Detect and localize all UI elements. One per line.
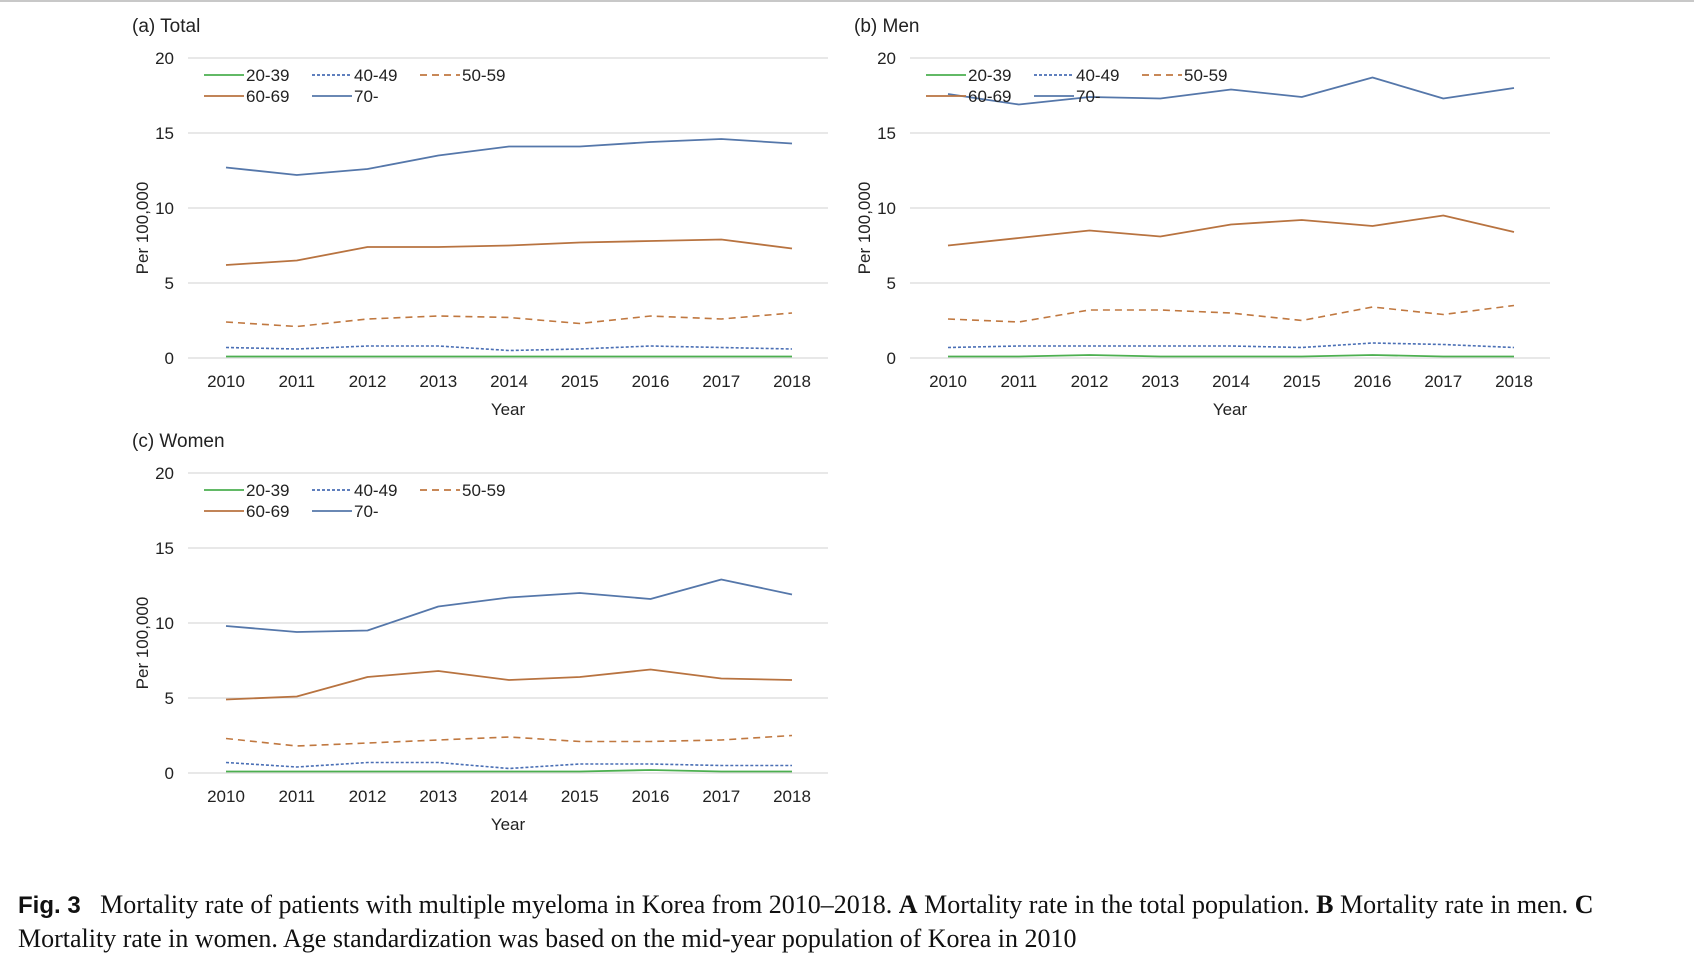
x-tick-label: 2017 xyxy=(702,372,740,391)
y-tick-label: 20 xyxy=(155,49,174,68)
x-tick-label: 2013 xyxy=(1141,372,1179,391)
x-tick-label: 2016 xyxy=(632,372,670,391)
caption-label-c: C xyxy=(1574,890,1594,919)
caption-text-4: Mortality rate in women. Age standardiza… xyxy=(18,924,1077,953)
legend-label-70-: 70- xyxy=(354,502,379,521)
y-tick-label: 10 xyxy=(877,199,896,218)
x-tick-label: 2016 xyxy=(1354,372,1392,391)
caption-label-b: B xyxy=(1316,890,1334,919)
series-line-50-59 xyxy=(947,304,1515,323)
legend-label-50-59: 50-59 xyxy=(1184,66,1227,85)
y-tick-label: 15 xyxy=(155,124,174,143)
y-tick-label: 10 xyxy=(155,199,174,218)
series-line-50-59 xyxy=(225,734,793,747)
series-line-50-59 xyxy=(225,312,793,328)
caption-label-a: A xyxy=(898,890,918,919)
x-tick-label: 2017 xyxy=(1424,372,1462,391)
x-tick-label: 2013 xyxy=(419,787,457,806)
legend-label-20-39: 20-39 xyxy=(246,66,289,85)
x-axis-label: Year xyxy=(491,815,526,834)
series-line-20-39 xyxy=(948,354,1514,358)
y-tick-label: 0 xyxy=(165,349,174,368)
series-line-70- xyxy=(225,138,793,176)
legend-label-70-: 70- xyxy=(1076,87,1101,106)
x-tick-label: 2018 xyxy=(1495,372,1533,391)
legend-label-40-49: 40-49 xyxy=(354,66,397,85)
y-tick-label: 15 xyxy=(877,124,896,143)
x-tick-label: 2015 xyxy=(1283,372,1321,391)
x-tick-label: 2010 xyxy=(207,787,245,806)
caption-text-1: Mortality rate of patients with multiple… xyxy=(100,890,893,919)
x-tick-label: 2014 xyxy=(1212,372,1250,391)
series-line-60-69 xyxy=(947,214,1515,247)
legend-label-50-59: 50-59 xyxy=(462,66,505,85)
x-tick-label: 2014 xyxy=(490,787,528,806)
legend-label-20-39: 20-39 xyxy=(968,66,1011,85)
figure-caption: Fig. 3 Mortality rate of patients with m… xyxy=(18,888,1678,955)
y-axis-label: Per 100,000 xyxy=(855,182,874,275)
legend-label-20-39: 20-39 xyxy=(246,481,289,500)
series-line-60-69 xyxy=(225,238,793,266)
chart-panel-1: (a) Total 0 5 10 15 20 2010 2011 2012 2013 2014 201… xyxy=(132,16,828,419)
y-tick-label: 20 xyxy=(155,464,174,483)
chart-title: (c) Women xyxy=(132,431,225,452)
legend-label-40-49: 40-49 xyxy=(354,481,397,500)
y-tick-label: 20 xyxy=(877,49,896,68)
y-tick-label: 5 xyxy=(165,689,174,708)
y-tick-label: 0 xyxy=(165,764,174,783)
x-axis-label: Year xyxy=(1213,400,1248,419)
legend-label-60-69: 60-69 xyxy=(968,87,1011,106)
y-axis-label: Per 100,000 xyxy=(133,182,152,275)
x-tick-label: 2012 xyxy=(349,372,387,391)
y-tick-label: 5 xyxy=(165,274,174,293)
chart-title: (a) Total xyxy=(132,16,200,37)
legend-label-70-: 70- xyxy=(354,87,379,106)
x-tick-label: 2018 xyxy=(773,372,811,391)
chart-panel-3: (c) Women 0 5 10 15 20 2010 2011 2012 2013 2014 201… xyxy=(132,431,828,834)
y-tick-label: 5 xyxy=(887,274,896,293)
y-tick-label: 15 xyxy=(155,539,174,558)
x-tick-label: 2011 xyxy=(278,787,315,806)
x-tick-label: 2018 xyxy=(773,787,811,806)
series-line-40-49 xyxy=(947,342,1515,349)
x-tick-label: 2013 xyxy=(419,372,457,391)
x-tick-label: 2017 xyxy=(702,787,740,806)
figure-label: Fig. 3 xyxy=(18,892,81,919)
y-tick-label: 0 xyxy=(887,349,896,368)
x-tick-label: 2015 xyxy=(561,787,599,806)
x-tick-label: 2016 xyxy=(632,787,670,806)
series-line-40-49 xyxy=(225,761,792,770)
legend-label-60-69: 60-69 xyxy=(246,502,289,521)
x-tick-label: 2014 xyxy=(490,372,528,391)
chart-title: (b) Men xyxy=(854,16,919,37)
series-line-70- xyxy=(947,76,1515,106)
x-tick-label: 2012 xyxy=(1071,372,1109,391)
x-tick-label: 2012 xyxy=(349,787,387,806)
caption-text-2: Mortality rate in the total population. xyxy=(924,890,1310,919)
x-axis-label: Year xyxy=(491,400,526,419)
legend-label-50-59: 50-59 xyxy=(462,481,505,500)
legend-label-60-69: 60-69 xyxy=(246,87,289,106)
top-border xyxy=(0,0,1694,2)
x-tick-label: 2010 xyxy=(929,372,967,391)
series-line-60-69 xyxy=(225,668,793,701)
y-axis-label: Per 100,000 xyxy=(133,597,152,690)
y-tick-label: 10 xyxy=(155,614,174,633)
caption-text-3: Mortality rate in men. xyxy=(1340,890,1569,919)
x-tick-label: 2011 xyxy=(278,372,315,391)
chart-panel-2: (b) Men 0 5 10 15 20 2010 2011 2012 2013 2014 2015 2… xyxy=(854,16,1550,419)
x-tick-label: 2015 xyxy=(561,372,599,391)
x-tick-label: 2010 xyxy=(207,372,245,391)
series-line-20-39 xyxy=(226,769,792,773)
series-line-70- xyxy=(225,578,793,633)
x-tick-label: 2011 xyxy=(1000,372,1037,391)
series-line-40-49 xyxy=(225,345,793,352)
legend-label-40-49: 40-49 xyxy=(1076,66,1119,85)
